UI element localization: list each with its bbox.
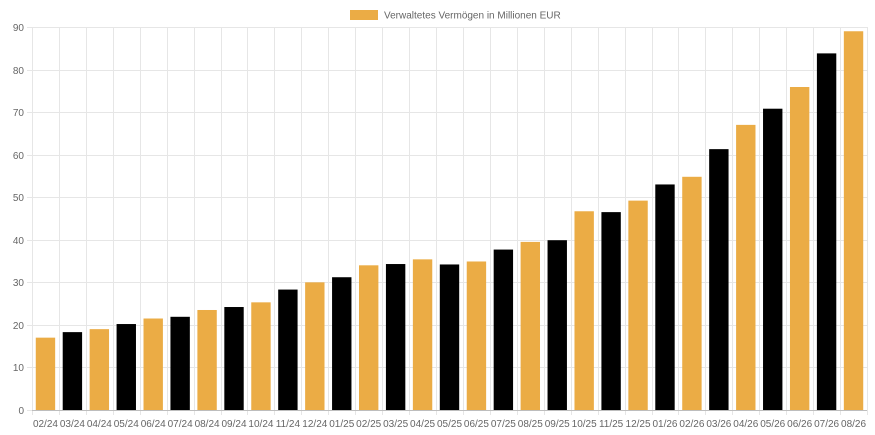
bar-01-26[interactable] (655, 184, 675, 410)
bar-04-26[interactable] (736, 124, 756, 410)
x-tick-label: 08/25 (518, 419, 543, 430)
bar-08-25[interactable] (520, 241, 541, 410)
bar-02-24[interactable] (35, 337, 56, 410)
legend-label: Verwaltetes Vermögen in Millionen EUR (384, 11, 561, 22)
legend-swatch (350, 10, 378, 20)
x-tick-label: 12/25 (626, 419, 651, 430)
x-tick-label: 05/26 (760, 419, 785, 430)
bar-08-26[interactable] (843, 31, 864, 411)
x-tick-label: 03/25 (383, 419, 408, 430)
x-tick-label: 07/25 (491, 419, 516, 430)
x-tick-label: 05/25 (437, 419, 462, 430)
gridlines (27, 27, 868, 415)
x-axis-ticks: 02/24 03/24 04/24 05/24 06/24 07/24 08/24 09/24… (33, 419, 867, 430)
x-tick-label: 02/26 (679, 419, 704, 430)
bar-11-25[interactable] (601, 212, 621, 410)
bar-05-25[interactable] (439, 264, 460, 410)
x-tick-label: 04/25 (410, 419, 435, 430)
x-tick-label: 03/26 (706, 419, 731, 430)
x-tick-label: 08/24 (195, 419, 220, 430)
bar-06-25[interactable] (466, 261, 487, 410)
x-tick-label: 01/25 (329, 419, 354, 430)
x-tick-label: 06/25 (464, 419, 489, 430)
y-axis-ticks: 0 10 20 30 40 50 60 70 80 90 (13, 23, 25, 417)
bar-07-26[interactable] (816, 53, 837, 410)
y-tick-label: 0 (18, 406, 24, 417)
bar-03-26[interactable] (709, 149, 729, 410)
bar-01-25[interactable] (332, 277, 352, 410)
x-tick-label: 10/24 (248, 419, 273, 430)
x-tick-label: 03/24 (60, 419, 85, 430)
x-tick-label: 01/26 (652, 419, 677, 430)
x-tick-label: 08/26 (841, 419, 866, 430)
y-tick-label: 10 (13, 363, 25, 374)
bar-03-24[interactable] (62, 332, 83, 410)
x-tick-label: 07/26 (814, 419, 839, 430)
y-tick-label: 90 (13, 23, 25, 34)
bar-12-25[interactable] (628, 200, 648, 410)
bar-04-25[interactable] (412, 259, 433, 410)
bar-06-24[interactable] (143, 318, 163, 410)
x-tick-label: 11/24 (276, 419, 301, 430)
bar-10-25[interactable] (574, 211, 594, 410)
y-tick-label: 60 (13, 151, 25, 162)
bar-04-24[interactable] (89, 329, 110, 410)
x-tick-label: 04/24 (87, 419, 112, 430)
bar-08-24[interactable] (197, 309, 217, 410)
bar-05-26[interactable] (763, 108, 783, 410)
x-tick-label: 09/24 (222, 419, 247, 430)
bar-07-24[interactable] (170, 316, 190, 410)
x-tick-label: 07/24 (168, 419, 193, 430)
x-tick-label: 09/25 (545, 419, 570, 430)
bar-05-24[interactable] (116, 324, 136, 410)
legend[interactable]: Verwaltetes Vermögen in Millionen EUR (350, 10, 561, 22)
x-tick-label: 12/24 (302, 419, 327, 430)
x-tick-label: 05/24 (114, 419, 139, 430)
y-tick-label: 40 (13, 236, 25, 247)
y-tick-label: 50 (13, 193, 25, 204)
bar-02-26[interactable] (682, 176, 702, 410)
x-tick-label: 02/25 (356, 419, 381, 430)
x-tick-label: 04/26 (733, 419, 758, 430)
x-tick-label: 11/25 (599, 419, 624, 430)
bar-09-24[interactable] (224, 307, 244, 410)
y-tick-label: 30 (13, 278, 25, 289)
bar-12-24[interactable] (305, 282, 325, 410)
y-tick-label: 20 (13, 321, 25, 332)
bar-06-26[interactable] (789, 87, 810, 411)
x-tick-label: 02/24 (33, 419, 58, 430)
bar-07-25[interactable] (493, 249, 514, 410)
bars (35, 31, 864, 411)
bar-02-25[interactable] (358, 265, 379, 410)
y-tick-label: 70 (13, 108, 25, 119)
bar-10-24[interactable] (251, 302, 271, 410)
x-tick-label: 10/25 (572, 419, 597, 430)
bar-11-24[interactable] (278, 289, 298, 410)
bar-09-25[interactable] (547, 240, 567, 410)
x-tick-label: 06/24 (141, 419, 166, 430)
y-tick-label: 80 (13, 66, 25, 77)
bar-03-25[interactable] (385, 264, 406, 410)
x-tick-label: 06/26 (787, 419, 812, 430)
